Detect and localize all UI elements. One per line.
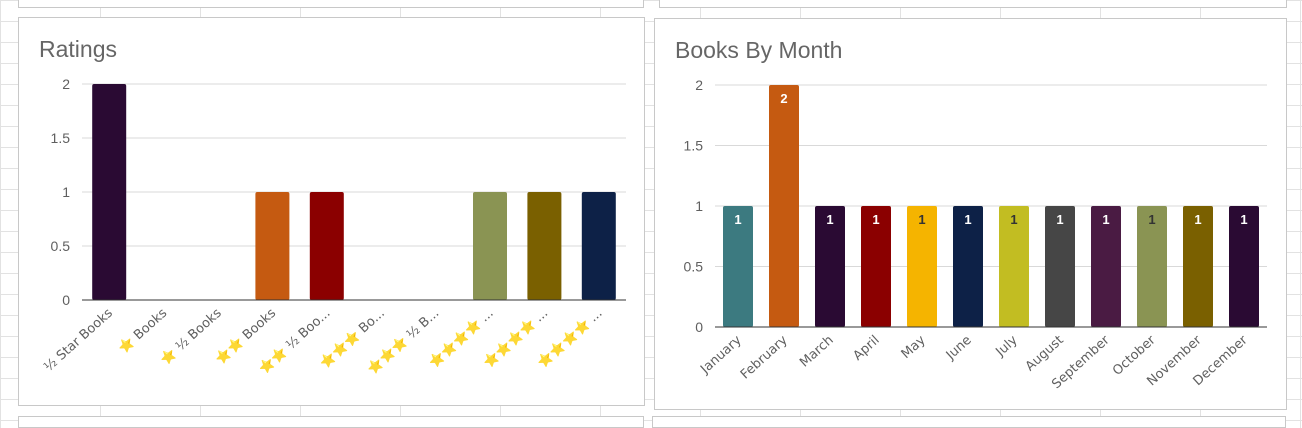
- bar: [581, 192, 616, 300]
- bar: [473, 192, 507, 300]
- x-tick-label: July: [993, 333, 1021, 361]
- data-label: 1: [1102, 212, 1109, 227]
- card-strip-bottom-left: [18, 416, 644, 428]
- data-label: 1: [1148, 212, 1155, 227]
- ratings-chart-card[interactable]: Ratings 0 0.5 1 1.5 2 ½ Star Books ⭐ Books ⭐ ½ …: [18, 17, 645, 406]
- data-label: 1: [826, 212, 833, 227]
- y-tick-label: 1: [695, 198, 703, 214]
- data-label: 1: [1194, 212, 1201, 227]
- data-label: 2: [780, 91, 787, 106]
- bar: [861, 206, 891, 327]
- data-label: 1: [1240, 212, 1247, 227]
- bar: [1045, 206, 1075, 327]
- bar: [92, 84, 127, 300]
- y-tick-label: 2: [62, 76, 70, 92]
- x-tick-label: ½ Star Books: [41, 306, 116, 375]
- bar: [1183, 206, 1213, 327]
- books-by-month-chart-card[interactable]: Books By Month 0 0.5 1 1.5 2 1 January 2 Februar…: [654, 18, 1287, 410]
- bar: [815, 206, 845, 327]
- card-strip-top-left: [18, 0, 644, 8]
- y-tick-label: 0.5: [684, 259, 704, 275]
- bar: [907, 206, 937, 327]
- y-tick-label: 1.5: [51, 130, 71, 146]
- x-tick-label: March: [797, 333, 836, 371]
- card-strip-bottom-right: [652, 416, 1286, 428]
- y-tick-label: 2: [695, 77, 703, 93]
- x-tick-label: February: [738, 333, 791, 383]
- x-tick-label: April: [851, 333, 883, 364]
- books-by-month-chart: 00.511.521January2February1March1April1M…: [684, 77, 1267, 392]
- data-label: 1: [1056, 212, 1063, 227]
- y-tick-label: 1.5: [684, 138, 704, 154]
- data-label: 1: [872, 212, 879, 227]
- y-tick-label: 0: [695, 319, 703, 335]
- books-by-month-chart-title: Books By Month: [675, 37, 843, 63]
- bar: [1091, 206, 1121, 327]
- bar: [1137, 206, 1167, 327]
- x-tick-label: June: [943, 333, 975, 364]
- bar: [769, 85, 799, 327]
- x-tick-label: May: [899, 333, 929, 362]
- ratings-chart-title: Ratings: [39, 36, 117, 62]
- data-label: 1: [1010, 212, 1017, 227]
- y-tick-label: 0.5: [51, 238, 71, 254]
- x-tick-label: August: [1023, 333, 1067, 375]
- ratings-chart: 00.511.52½ Star Books ⭐ Books⭐ ½ Books⭐⭐ …: [41, 76, 626, 378]
- y-tick-label: 0: [62, 292, 70, 308]
- x-tick-label: ⭐ Books: [115, 305, 170, 357]
- card-strip-top-right: [659, 0, 1287, 8]
- bar: [953, 206, 983, 327]
- bar: [309, 192, 344, 300]
- bar: [723, 206, 753, 327]
- y-tick-label: 1: [62, 184, 70, 200]
- bar: [527, 192, 562, 300]
- bar: [999, 206, 1029, 327]
- bar: [255, 192, 290, 300]
- data-label: 1: [918, 212, 925, 227]
- bar: [1229, 206, 1259, 327]
- data-label: 1: [964, 212, 971, 227]
- data-label: 1: [734, 212, 741, 227]
